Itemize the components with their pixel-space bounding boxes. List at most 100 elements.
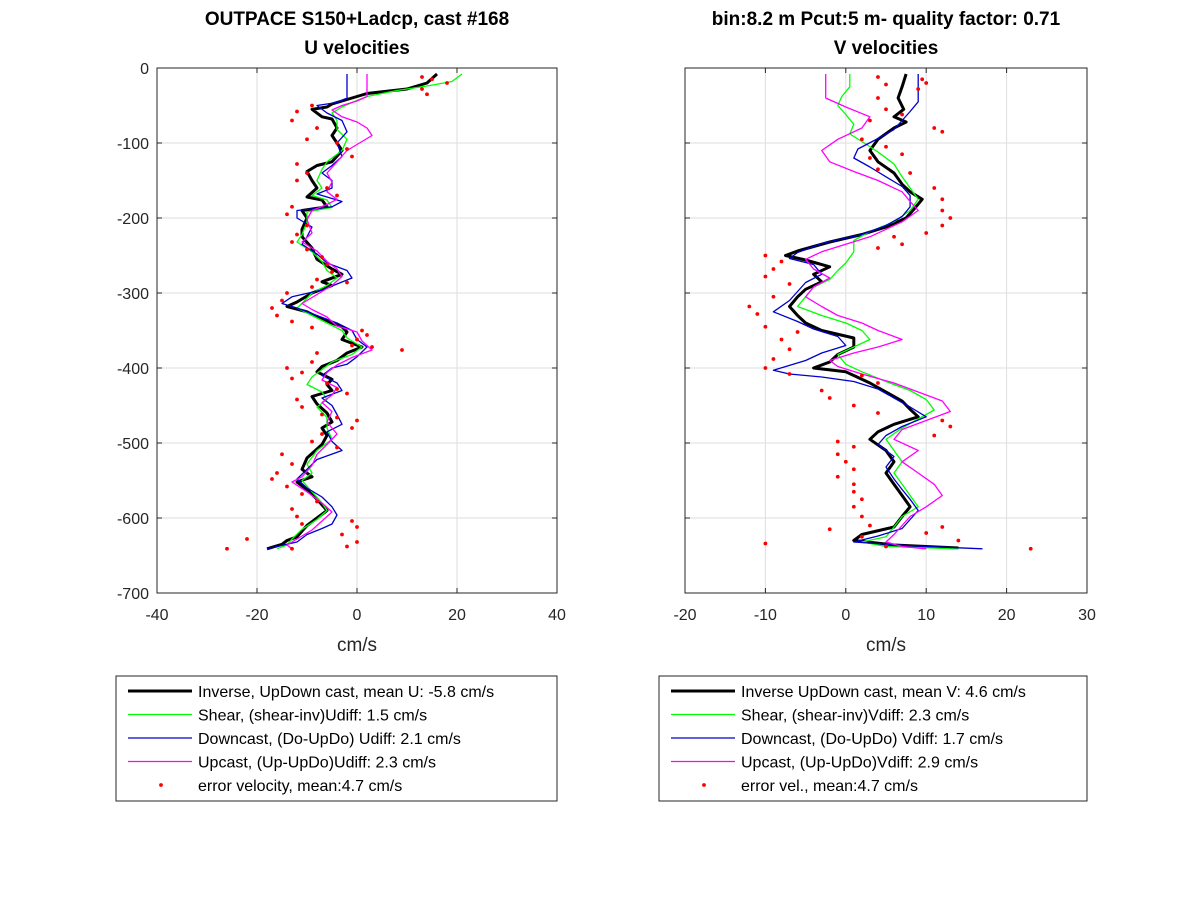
v-series-0-line (784, 73, 959, 550)
u-error-point (295, 162, 299, 166)
v-error-point (868, 118, 872, 123)
u-error-point (400, 348, 404, 352)
v-error-point (900, 112, 904, 117)
u-x-tick-label: -20 (245, 607, 268, 624)
v-error-point (948, 216, 953, 220)
u-error-point (360, 328, 364, 333)
u-plot-area (225, 72, 463, 551)
u-legend-label-4: error velocity, mean:4.7 cm/s (198, 778, 402, 795)
v-error-point (876, 75, 880, 79)
u-error-point (295, 514, 299, 519)
v-error-point (747, 304, 752, 309)
v-error-point (843, 459, 848, 464)
u-legend: Inverse, UpDown cast, mean U: -5.8 cm/s S… (115, 675, 558, 802)
v-error-point (771, 267, 776, 271)
v-error-point (868, 156, 872, 160)
u-x-tick-label: 20 (448, 607, 466, 624)
v-error-point (924, 81, 929, 85)
v-error-point (851, 467, 856, 472)
u-error-point (295, 232, 299, 237)
v-axes-background (685, 68, 1087, 593)
v-velocity-panel: bin:8.2 m Pcut:5 m- quality factor: 0.71… (658, 9, 1096, 802)
v-error-point (763, 366, 768, 370)
u-error-point (350, 343, 354, 348)
u-error-point (335, 387, 339, 391)
u-panel-title: OUTPACE S150+Ladcp, cast #168 (205, 9, 509, 30)
v-error-point (827, 527, 832, 532)
u-legend-swatch-4 (159, 783, 163, 787)
v-ticks: -20 -10 0 10 20 30 (673, 67, 1096, 624)
v-error-point (859, 534, 864, 539)
u-error-point (355, 540, 359, 544)
u-error-point (355, 337, 359, 342)
v-error-point (940, 525, 945, 529)
v-legend-label-2: Downcast, (Do-UpDo) Vdiff: 1.7 cm/s (741, 731, 1003, 748)
u-error-point (345, 391, 349, 396)
u-error-point (425, 92, 429, 97)
u-error-point (325, 262, 329, 267)
u-error-point (275, 313, 279, 318)
u-error-point (350, 519, 354, 523)
v-grid (684, 67, 1088, 594)
u-error-point (290, 319, 294, 324)
v-error-point (924, 531, 929, 535)
u-legend-label-0: Inverse, UpDown cast, mean U: -5.8 cm/s (198, 684, 494, 701)
u-error-point (320, 412, 324, 417)
v-panel-title: bin:8.2 m Pcut:5 m- quality factor: 0.71 (712, 9, 1061, 30)
v-error-point (876, 167, 880, 172)
v-error-point (932, 126, 937, 130)
v-error-point (851, 489, 856, 494)
v-error-point (787, 372, 792, 376)
u-error-point (290, 376, 294, 381)
u-y-tick-label: -700 (117, 586, 149, 603)
v-legend-label-3: Upcast, (Up-UpDo)Vdiff: 2.9 cm/s (741, 755, 978, 772)
u-axes-frame (156, 67, 558, 594)
u-error-point (280, 452, 284, 457)
u-y-tick-label: -400 (117, 361, 149, 378)
u-error-point (345, 280, 349, 285)
u-legend-label-2: Downcast, (Do-UpDo) Udiff: 2.1 cm/s (198, 731, 461, 748)
v-error-point (763, 324, 768, 329)
v-series-2-line (772, 74, 983, 550)
u-error-point (430, 77, 434, 82)
u-series-0-line (266, 72, 439, 551)
u-error-point (310, 103, 314, 108)
v-series-3-line (804, 74, 951, 550)
v-error-point (900, 152, 904, 157)
v-axes-frame (684, 67, 1088, 594)
u-error-point (295, 178, 299, 183)
v-x-tick-label: 20 (998, 607, 1016, 624)
v-error-point (932, 186, 937, 190)
u-error-point (355, 418, 359, 423)
v-error-point (884, 107, 888, 112)
u-error-point (300, 370, 304, 375)
u-error-point (270, 477, 274, 481)
u-error-point (445, 81, 449, 85)
v-error-point (787, 282, 792, 286)
u-x-axis-label: cm/s (337, 635, 377, 656)
u-error-point (335, 193, 339, 198)
v-x-tick-label: -10 (754, 607, 777, 624)
u-error-point (340, 532, 344, 537)
u-error-point (290, 118, 294, 123)
u-error-point (285, 291, 289, 295)
u-error-point (315, 351, 319, 355)
v-error-point (851, 403, 856, 408)
v-error-point (940, 223, 945, 228)
u-legend-label-1: Shear, (shear-inv)Udiff: 1.5 cm/s (198, 708, 427, 725)
u-grid (156, 67, 558, 594)
v-error-point (851, 482, 856, 487)
u-error-point (305, 171, 309, 175)
u-y-tick-label: -300 (117, 286, 149, 303)
u-error-point (320, 255, 324, 259)
v-series-1-line (796, 74, 959, 550)
v-error-point (827, 396, 832, 400)
u-error-point (325, 381, 329, 385)
u-error-point (280, 298, 284, 303)
v-error-point (859, 137, 864, 142)
u-error-point (345, 544, 349, 549)
v-error-point (787, 347, 792, 352)
u-error-point (370, 345, 374, 349)
v-error-point (771, 294, 776, 299)
v-error-point (771, 357, 776, 361)
